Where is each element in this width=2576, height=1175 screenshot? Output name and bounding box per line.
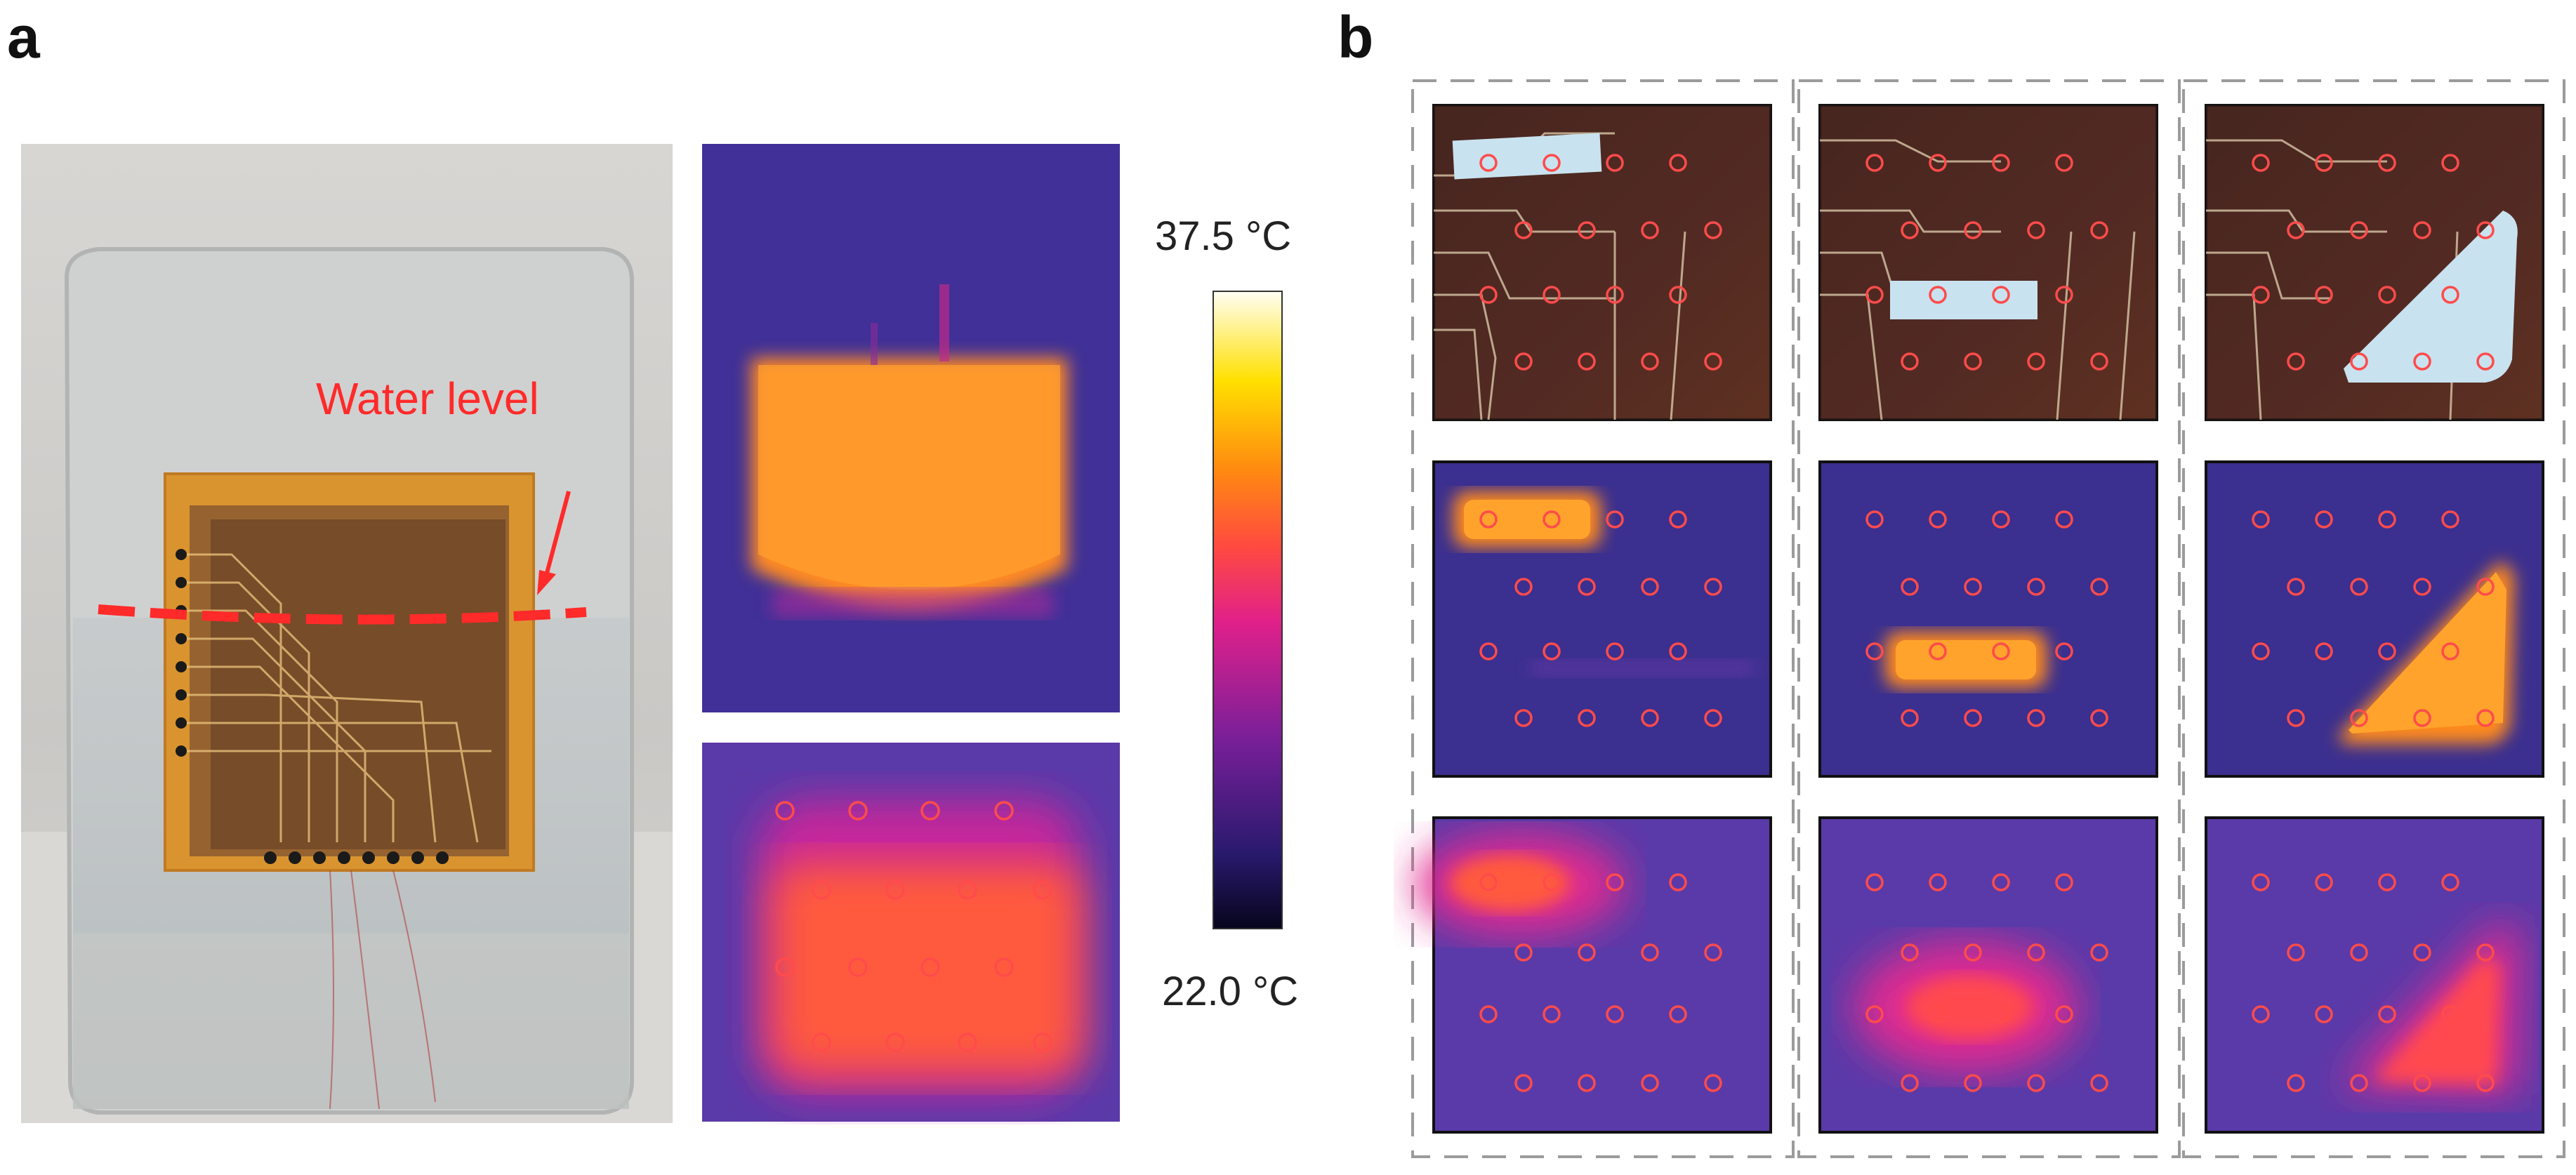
beaker-photo — [21, 144, 673, 1123]
water-level-line — [98, 604, 587, 625]
photo-col3 — [2205, 104, 2544, 421]
colorbar — [1213, 291, 1283, 929]
panel-a-label: a — [7, 4, 41, 70]
panel-b-label: b — [1337, 4, 1373, 70]
colorbar-min-label: 22.0 °C — [1162, 969, 1298, 1014]
photo-row — [1432, 104, 2544, 421]
thermal-row — [1432, 460, 2544, 778]
photo-col2 — [1818, 104, 2158, 421]
photo-col1 — [1432, 104, 1772, 421]
beaker-heatmap — [702, 743, 1120, 1122]
water-level-label: Water level — [316, 373, 539, 424]
panel-b-frames — [1411, 79, 2565, 1158]
colorbar-max-label: 37.5 °C — [1155, 213, 1291, 259]
sensor-markers — [1479, 154, 2495, 1092]
water-level-arrow — [544, 491, 571, 576]
reconstructed-row — [1415, 816, 2544, 1134]
beaker-thermal-image — [702, 144, 1120, 712]
